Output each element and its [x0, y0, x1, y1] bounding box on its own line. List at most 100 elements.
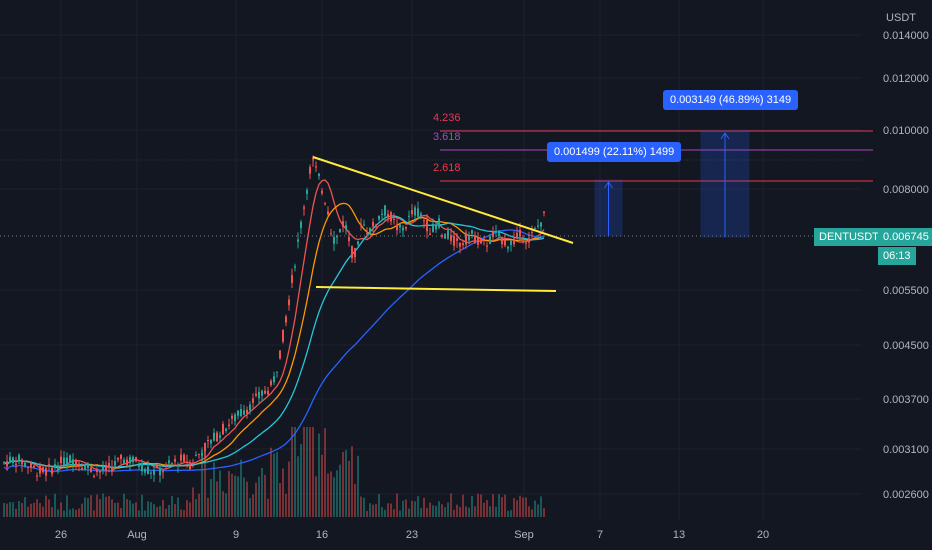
candle-body	[531, 232, 533, 234]
candle-body	[504, 239, 506, 246]
volume-bar	[489, 506, 491, 517]
candle-body	[306, 190, 308, 194]
volume-bar	[36, 499, 38, 517]
candle-body	[153, 469, 155, 475]
candle-body	[447, 230, 449, 239]
volume-bar	[249, 498, 251, 517]
volume-bar	[141, 494, 143, 517]
volume-bar	[12, 502, 14, 517]
candle-body	[432, 223, 434, 233]
volume-bar	[420, 507, 422, 517]
volume-bar	[501, 497, 503, 517]
volume-bar	[525, 497, 527, 517]
measurement-label-1[interactable]: 0.001499 (22.11%) 1499	[547, 142, 682, 162]
candle-body	[474, 235, 476, 243]
candle-body	[261, 390, 263, 396]
x-tick-label: 26	[55, 529, 67, 541]
candle-body	[51, 467, 53, 475]
volume-bar	[291, 427, 293, 517]
volume-bar	[39, 503, 41, 517]
volume-bar	[90, 495, 92, 517]
volume-bar	[273, 453, 275, 517]
y-tick-label: 0.005500	[883, 285, 929, 297]
volume-bar	[405, 499, 407, 517]
volume-bar	[360, 496, 362, 517]
candle-body	[333, 237, 335, 244]
volume-bar	[477, 493, 479, 517]
volume-bar	[24, 497, 26, 517]
candle-body	[138, 465, 140, 467]
lower-trendline	[315, 286, 557, 292]
candle-body	[216, 432, 218, 442]
volume-bar	[513, 498, 515, 517]
volume-bar	[447, 502, 449, 517]
y-tick-label: 0.008000	[883, 184, 929, 196]
volume-bar	[216, 481, 218, 517]
candle-body	[288, 299, 290, 306]
candle-body	[204, 442, 206, 452]
candle-body	[540, 222, 542, 227]
volume-bar	[318, 433, 320, 517]
volume-bar	[198, 493, 200, 517]
candle-body	[30, 462, 32, 468]
candle-body	[75, 460, 77, 467]
candle-body	[102, 465, 104, 471]
volume-bar	[330, 471, 332, 517]
candle-body	[339, 229, 341, 233]
candle-body	[510, 240, 512, 245]
candle-body	[402, 227, 404, 231]
candle-body	[21, 459, 23, 465]
candle-body	[423, 220, 425, 222]
volume-bar	[192, 487, 194, 517]
candle-body	[465, 232, 467, 245]
candle-body	[255, 393, 257, 396]
candle-body	[300, 221, 302, 229]
candle-body	[273, 376, 275, 383]
volume-bar	[297, 456, 299, 517]
volume-bar	[522, 497, 524, 517]
candle-body	[111, 466, 113, 472]
candle-body	[66, 457, 68, 465]
candle-body	[336, 235, 338, 238]
candle-body	[264, 390, 266, 394]
candle-body	[240, 409, 242, 416]
volume-bar	[315, 476, 317, 517]
volume-bar	[279, 483, 281, 517]
y-tick-label: 0.012000	[883, 73, 929, 85]
volume-bar	[27, 506, 29, 517]
candle-body	[141, 462, 143, 472]
candle-body	[225, 428, 227, 431]
volume-bar	[57, 509, 59, 517]
fib-level-label: 4.236	[433, 112, 461, 124]
last-price-label[interactable]: 0.006745	[878, 228, 932, 246]
candle-body	[39, 465, 41, 474]
x-tick-label: 7	[597, 529, 603, 541]
candle-body	[522, 241, 524, 243]
symbol-label[interactable]: DENTUSDT	[814, 228, 884, 246]
candle-body	[351, 246, 353, 259]
x-tick-label: 13	[673, 529, 685, 541]
candle-body	[390, 212, 392, 222]
candle-body	[249, 404, 251, 411]
volume-bar	[54, 493, 56, 517]
candle-body	[18, 454, 20, 462]
candle-body	[234, 414, 236, 422]
volume-bar	[69, 509, 71, 517]
volume-bar	[414, 501, 416, 517]
volume-bar	[507, 510, 509, 517]
volume-bar	[363, 497, 365, 517]
candle-body	[366, 233, 368, 235]
y-tick-label: 0.003700	[883, 394, 929, 406]
volume-bar	[45, 495, 47, 517]
candle-body	[513, 238, 515, 245]
candle-body	[78, 463, 80, 466]
candle-body	[285, 316, 287, 323]
measurement-label-2[interactable]: 0.003149 (46.89%) 3149	[663, 90, 799, 110]
volume-bar	[114, 503, 116, 517]
candle-body	[372, 222, 374, 227]
volume-bar	[84, 497, 86, 517]
volume-bar	[534, 500, 536, 517]
candle-body	[543, 211, 545, 213]
